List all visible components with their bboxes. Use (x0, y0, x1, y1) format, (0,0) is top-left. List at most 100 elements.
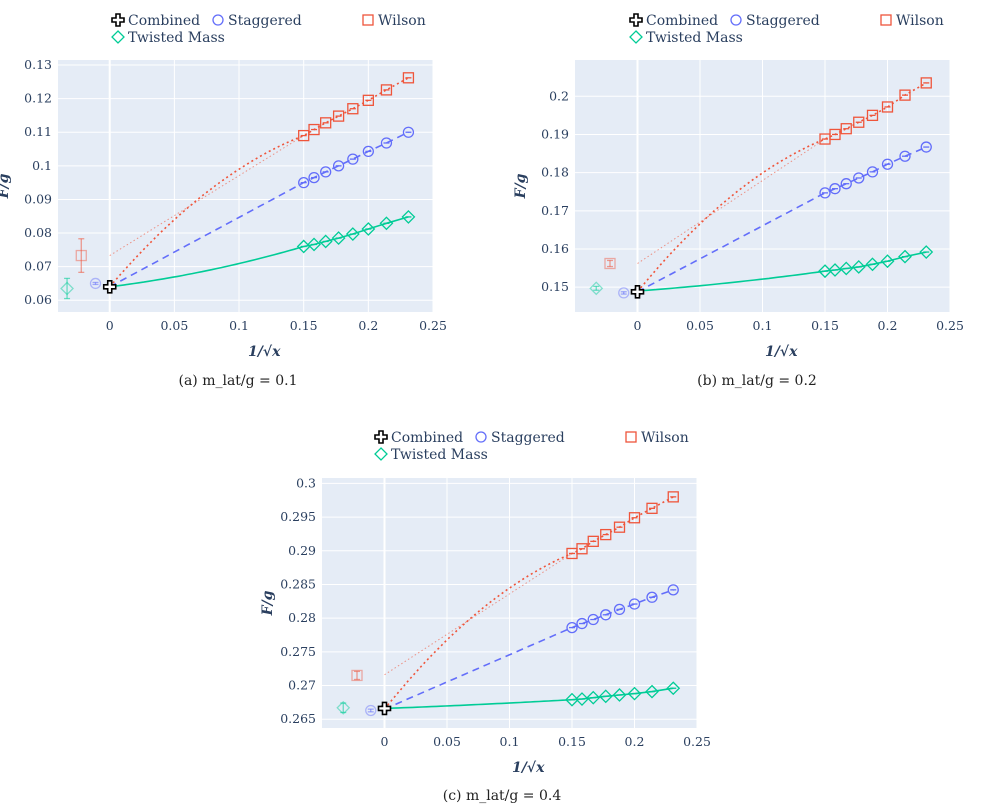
wilson-point (881, 101, 894, 113)
combined-legend-marker (629, 13, 643, 27)
wilson-fit-line (109, 77, 409, 288)
staggered-point (587, 613, 599, 626)
x-tick-label: 0.1 (500, 734, 520, 749)
twisted-point (361, 222, 376, 236)
combined-extrapolated-point (102, 280, 117, 294)
y-tick-label: 0.295 (280, 509, 316, 524)
wilson-legend-marker (880, 14, 892, 26)
combined-legend-label: Combined (128, 13, 200, 29)
y-tick-label: 0.19 (541, 126, 569, 141)
wilson-point (362, 94, 374, 106)
twisted-point (627, 686, 642, 701)
y-tick-label: 0.17 (541, 203, 569, 218)
staggered-point (819, 187, 831, 199)
wilson-point (576, 543, 588, 555)
wilson-extrapolated-point (351, 669, 363, 682)
x-tick-label: 0.2 (358, 318, 378, 333)
staggered-point (628, 598, 641, 610)
twisted-point (898, 249, 912, 264)
x-tick-label: 0.05 (433, 734, 461, 749)
wilson-point (840, 123, 852, 135)
wilson-point (298, 129, 310, 142)
legend: Combined Staggered Wilson Twisted Mass (629, 13, 944, 46)
panel-caption: (c) m_lat/g = 0.4 (443, 788, 562, 804)
staggered-point (920, 141, 932, 153)
twisted-point (839, 261, 854, 276)
panel-b: 0 0.05 0.1 0.15 0.2 0.25 0.15 0.16 0.17 0.18 0.19 0… (513, 13, 964, 389)
y-tick-label: 0.16 (541, 241, 569, 256)
wilson-extrapolated-point (604, 257, 616, 270)
x-axis-label: 1/√x (248, 344, 281, 360)
staggered-point (646, 591, 658, 603)
panel-a: 0 0.05 0.1 0.15 0.2 0.25 0.06 0.07 0.08 0.09 0.1 0.… (0, 13, 447, 389)
staggered-fit-line (384, 589, 674, 710)
wilson-point (829, 128, 841, 141)
twisted-point (598, 689, 613, 704)
y-tick-label: 0.15 (541, 279, 569, 294)
y-tick-label: 0.29 (288, 543, 316, 558)
wilson-extrapolated-point (75, 249, 87, 262)
wilson-point (380, 84, 393, 96)
twisted-point (612, 688, 627, 702)
combined-legend-marker (111, 13, 125, 27)
x-tick-label: 0.15 (558, 734, 586, 749)
staggered-point (380, 137, 393, 149)
twisted-legend-marker (374, 447, 388, 461)
wilson-legend-label: Wilson (896, 13, 944, 29)
y-tick-label: 0.08 (24, 225, 52, 240)
staggered-point (576, 617, 588, 630)
x-tick-label: 0 (634, 318, 642, 333)
twisted-point (645, 684, 659, 699)
staggered-extrapolated-point (89, 277, 102, 290)
y-tick-label: 0.275 (280, 644, 316, 659)
twisted-point (865, 257, 880, 272)
staggered-point (308, 171, 320, 184)
wilson-point (332, 110, 345, 122)
twisted-point (586, 690, 601, 705)
wilson-point (646, 502, 658, 514)
wilson-point (347, 103, 359, 115)
legend: Combined Staggered Wilson Twisted Mass (374, 430, 689, 463)
staggered-legend-marker (475, 431, 487, 443)
wilson-linear-fit-line (637, 138, 826, 264)
staggered-point (332, 160, 345, 172)
y-tick-label: 0.11 (24, 124, 52, 139)
twisted-legend-label: Twisted Mass (128, 30, 225, 46)
y-tick-label: 0.3 (296, 475, 316, 490)
staggered-legend-label: Staggered (746, 13, 820, 29)
twisted-legend-label: Twisted Mass (646, 30, 743, 46)
wilson-point (402, 72, 415, 84)
x-axis-label: 1/√x (765, 344, 798, 360)
x-tick-label: 0.1 (753, 318, 773, 333)
twisted-point (880, 254, 895, 269)
staggered-legend-marker (212, 14, 224, 26)
staggered-extrapolated-point (618, 287, 630, 299)
staggered-point (840, 178, 852, 190)
twisted-extrapolated-point (336, 700, 351, 715)
x-tick-label: 0.15 (290, 318, 318, 333)
y-tick-label: 0.09 (24, 191, 52, 206)
legend: Combined Staggered Wilson Twisted Mass (111, 13, 426, 46)
wilson-fit-line (636, 82, 927, 293)
twisted-extrapolated-point (589, 281, 604, 296)
wilson-point (628, 512, 641, 524)
twisted-extrapolated-point (60, 281, 74, 296)
x-tick-label: 0.25 (683, 734, 711, 749)
y-tick-label: 0.2 (549, 88, 569, 103)
staggered-point (362, 145, 374, 158)
y-tick-label: 0.06 (24, 292, 52, 307)
staggered-point (853, 172, 865, 184)
staggered-legend-marker (730, 14, 742, 26)
combined-extrapolated-point (630, 284, 645, 299)
combined-extrapolated-point (377, 701, 392, 716)
y-tick-label: 0.18 (541, 165, 569, 180)
wilson-linear-fit-line (384, 553, 573, 676)
x-tick-label: 0.25 (419, 318, 447, 333)
twisted-point (331, 231, 346, 245)
wilson-point (613, 521, 626, 533)
staggered-point (881, 158, 894, 170)
y-axis-label: F/g (513, 173, 529, 199)
staggered-point (298, 176, 310, 189)
staggered-point (600, 609, 612, 621)
